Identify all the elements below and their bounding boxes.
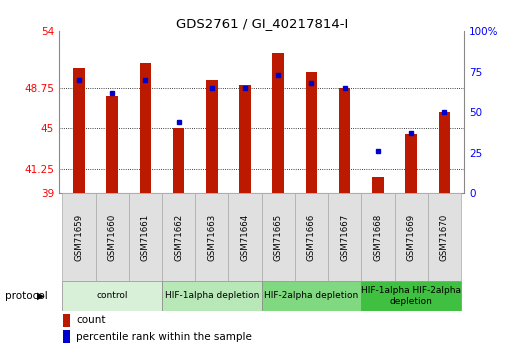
Bar bbox=[394, 193, 428, 281]
Bar bbox=[306, 72, 317, 193]
Bar bbox=[63, 330, 70, 343]
Text: GSM71668: GSM71668 bbox=[373, 214, 382, 261]
Text: GSM71666: GSM71666 bbox=[307, 214, 316, 261]
Bar bbox=[262, 193, 295, 281]
Bar bbox=[162, 281, 262, 310]
Bar bbox=[95, 193, 129, 281]
Text: ▶: ▶ bbox=[37, 291, 45, 301]
Bar bbox=[361, 281, 461, 310]
Bar bbox=[439, 112, 450, 193]
Bar bbox=[173, 128, 184, 193]
Text: GSM71662: GSM71662 bbox=[174, 214, 183, 261]
Text: HIF-1alpha depletion: HIF-1alpha depletion bbox=[165, 291, 259, 300]
Bar bbox=[140, 63, 151, 193]
Text: GSM71659: GSM71659 bbox=[74, 214, 84, 261]
Bar bbox=[63, 314, 70, 327]
Text: HIF-2alpha depletion: HIF-2alpha depletion bbox=[264, 291, 359, 300]
Bar bbox=[73, 68, 85, 193]
Bar bbox=[272, 53, 284, 193]
Bar bbox=[239, 85, 251, 193]
Bar bbox=[328, 193, 361, 281]
Bar bbox=[206, 80, 218, 193]
Text: HIF-1alpha HIF-2alpha
depletion: HIF-1alpha HIF-2alpha depletion bbox=[361, 286, 461, 306]
Title: GDS2761 / GI_40217814-I: GDS2761 / GI_40217814-I bbox=[175, 17, 348, 30]
Text: GSM71661: GSM71661 bbox=[141, 214, 150, 261]
Bar bbox=[428, 193, 461, 281]
Text: GSM71663: GSM71663 bbox=[207, 214, 216, 261]
Bar bbox=[372, 177, 384, 193]
Text: GSM71660: GSM71660 bbox=[108, 214, 116, 261]
Bar bbox=[162, 193, 195, 281]
Text: percentile rank within the sample: percentile rank within the sample bbox=[76, 332, 252, 342]
Text: count: count bbox=[76, 315, 106, 325]
Text: GSM71664: GSM71664 bbox=[241, 214, 249, 261]
Bar bbox=[62, 281, 162, 310]
Bar bbox=[129, 193, 162, 281]
Text: protocol: protocol bbox=[5, 291, 48, 301]
Bar bbox=[262, 281, 361, 310]
Bar bbox=[295, 193, 328, 281]
Bar bbox=[228, 193, 262, 281]
Text: GSM71669: GSM71669 bbox=[407, 214, 416, 261]
Text: GSM71665: GSM71665 bbox=[274, 214, 283, 261]
Bar bbox=[195, 193, 228, 281]
Text: control: control bbox=[96, 291, 128, 300]
Text: GSM71667: GSM71667 bbox=[340, 214, 349, 261]
Bar bbox=[339, 88, 350, 193]
Bar bbox=[106, 96, 118, 193]
Bar bbox=[405, 134, 417, 193]
Bar bbox=[361, 193, 394, 281]
Bar bbox=[62, 193, 95, 281]
Text: GSM71670: GSM71670 bbox=[440, 214, 449, 261]
